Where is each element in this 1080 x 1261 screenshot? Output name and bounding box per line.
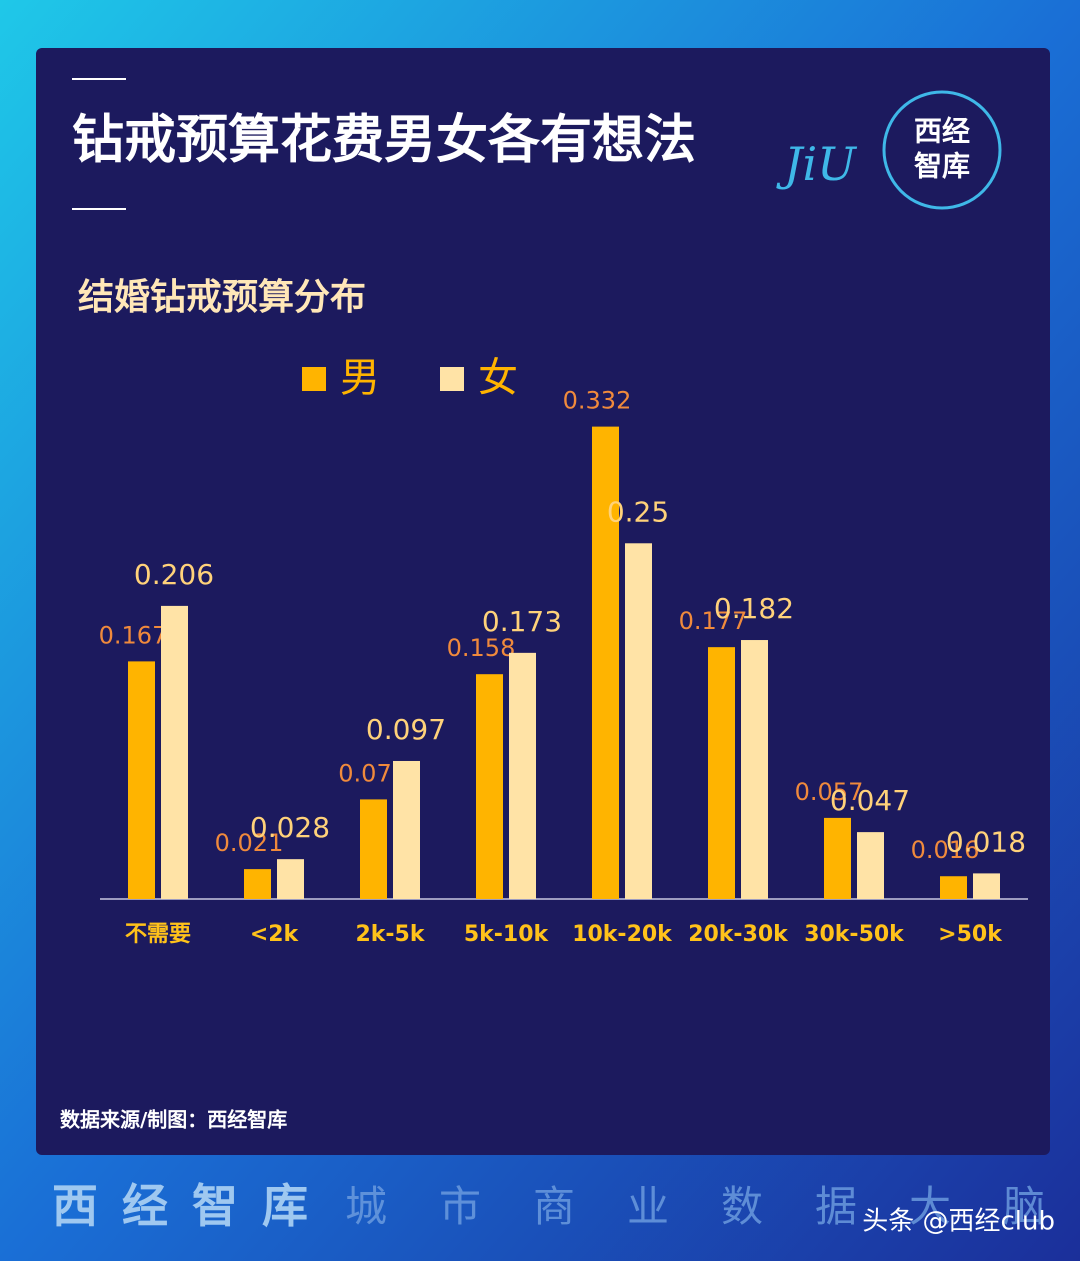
bar — [509, 652, 536, 899]
logo-ring — [882, 90, 1002, 210]
bar — [476, 674, 503, 899]
value-label: 0.047 — [830, 784, 910, 817]
x-tick-label: 2k-5k — [355, 922, 425, 947]
bar — [708, 647, 735, 899]
x-tick-label: >50k — [938, 922, 1003, 947]
logo-text: 智库 — [914, 150, 970, 183]
bar — [625, 543, 652, 899]
legend-label: 男 — [340, 355, 380, 401]
footer-brand: 西经智库 — [52, 1179, 332, 1233]
bar — [161, 605, 188, 899]
legend-label: 女 — [478, 355, 518, 401]
value-label: 0.018 — [946, 825, 1026, 858]
bar — [857, 832, 884, 899]
x-tick-label: <2k — [250, 922, 300, 947]
x-tick-label: 30k-50k — [804, 922, 905, 947]
x-tick-label: 5k-10k — [464, 922, 550, 947]
value-label: 0.173 — [482, 605, 562, 638]
value-label: 0.057 — [795, 778, 864, 806]
bar — [741, 640, 768, 899]
value-label: 0.016 — [911, 836, 980, 864]
bar — [592, 426, 619, 899]
bar — [128, 661, 155, 899]
value-label: 0.332 — [563, 387, 632, 415]
x-tick-label: 20k-30k — [688, 922, 789, 947]
bar — [244, 869, 271, 899]
watermark: 头条 @西经club — [862, 1207, 1055, 1237]
value-label: 0.206 — [134, 558, 214, 591]
bar — [824, 817, 851, 899]
panel — [36, 48, 1050, 1155]
title: 钻戒预算花费男女各有想法 — [72, 110, 696, 171]
x-tick-label: 不需要 — [125, 922, 191, 947]
value-label: 0.021 — [215, 829, 284, 857]
footer-slogan: 城市商业数据大脑 — [345, 1182, 1080, 1231]
bar — [940, 876, 967, 899]
value-label: 0.028 — [250, 811, 330, 844]
logo-mark: JiU — [776, 137, 858, 191]
legend-swatch — [440, 367, 464, 391]
bar — [393, 760, 420, 899]
bar — [277, 859, 304, 899]
legend-swatch — [302, 367, 326, 391]
bar — [360, 799, 387, 899]
x-tick-label: 10k-20k — [572, 922, 673, 947]
value-label: 0.177 — [679, 607, 748, 635]
value-label: 0.07 — [338, 759, 391, 787]
subtitle: 结婚钻戒预算分布 — [78, 276, 366, 318]
logo-text: 西经 — [914, 115, 970, 148]
value-label: 0.158 — [447, 634, 516, 662]
value-label: 0.182 — [714, 592, 794, 625]
value-label: 0.25 — [607, 495, 669, 528]
value-label: 0.097 — [366, 713, 446, 746]
bar — [973, 873, 1000, 899]
value-label: 0.167 — [99, 621, 168, 649]
source: 数据来源/制图：西经智库 — [60, 1108, 287, 1132]
